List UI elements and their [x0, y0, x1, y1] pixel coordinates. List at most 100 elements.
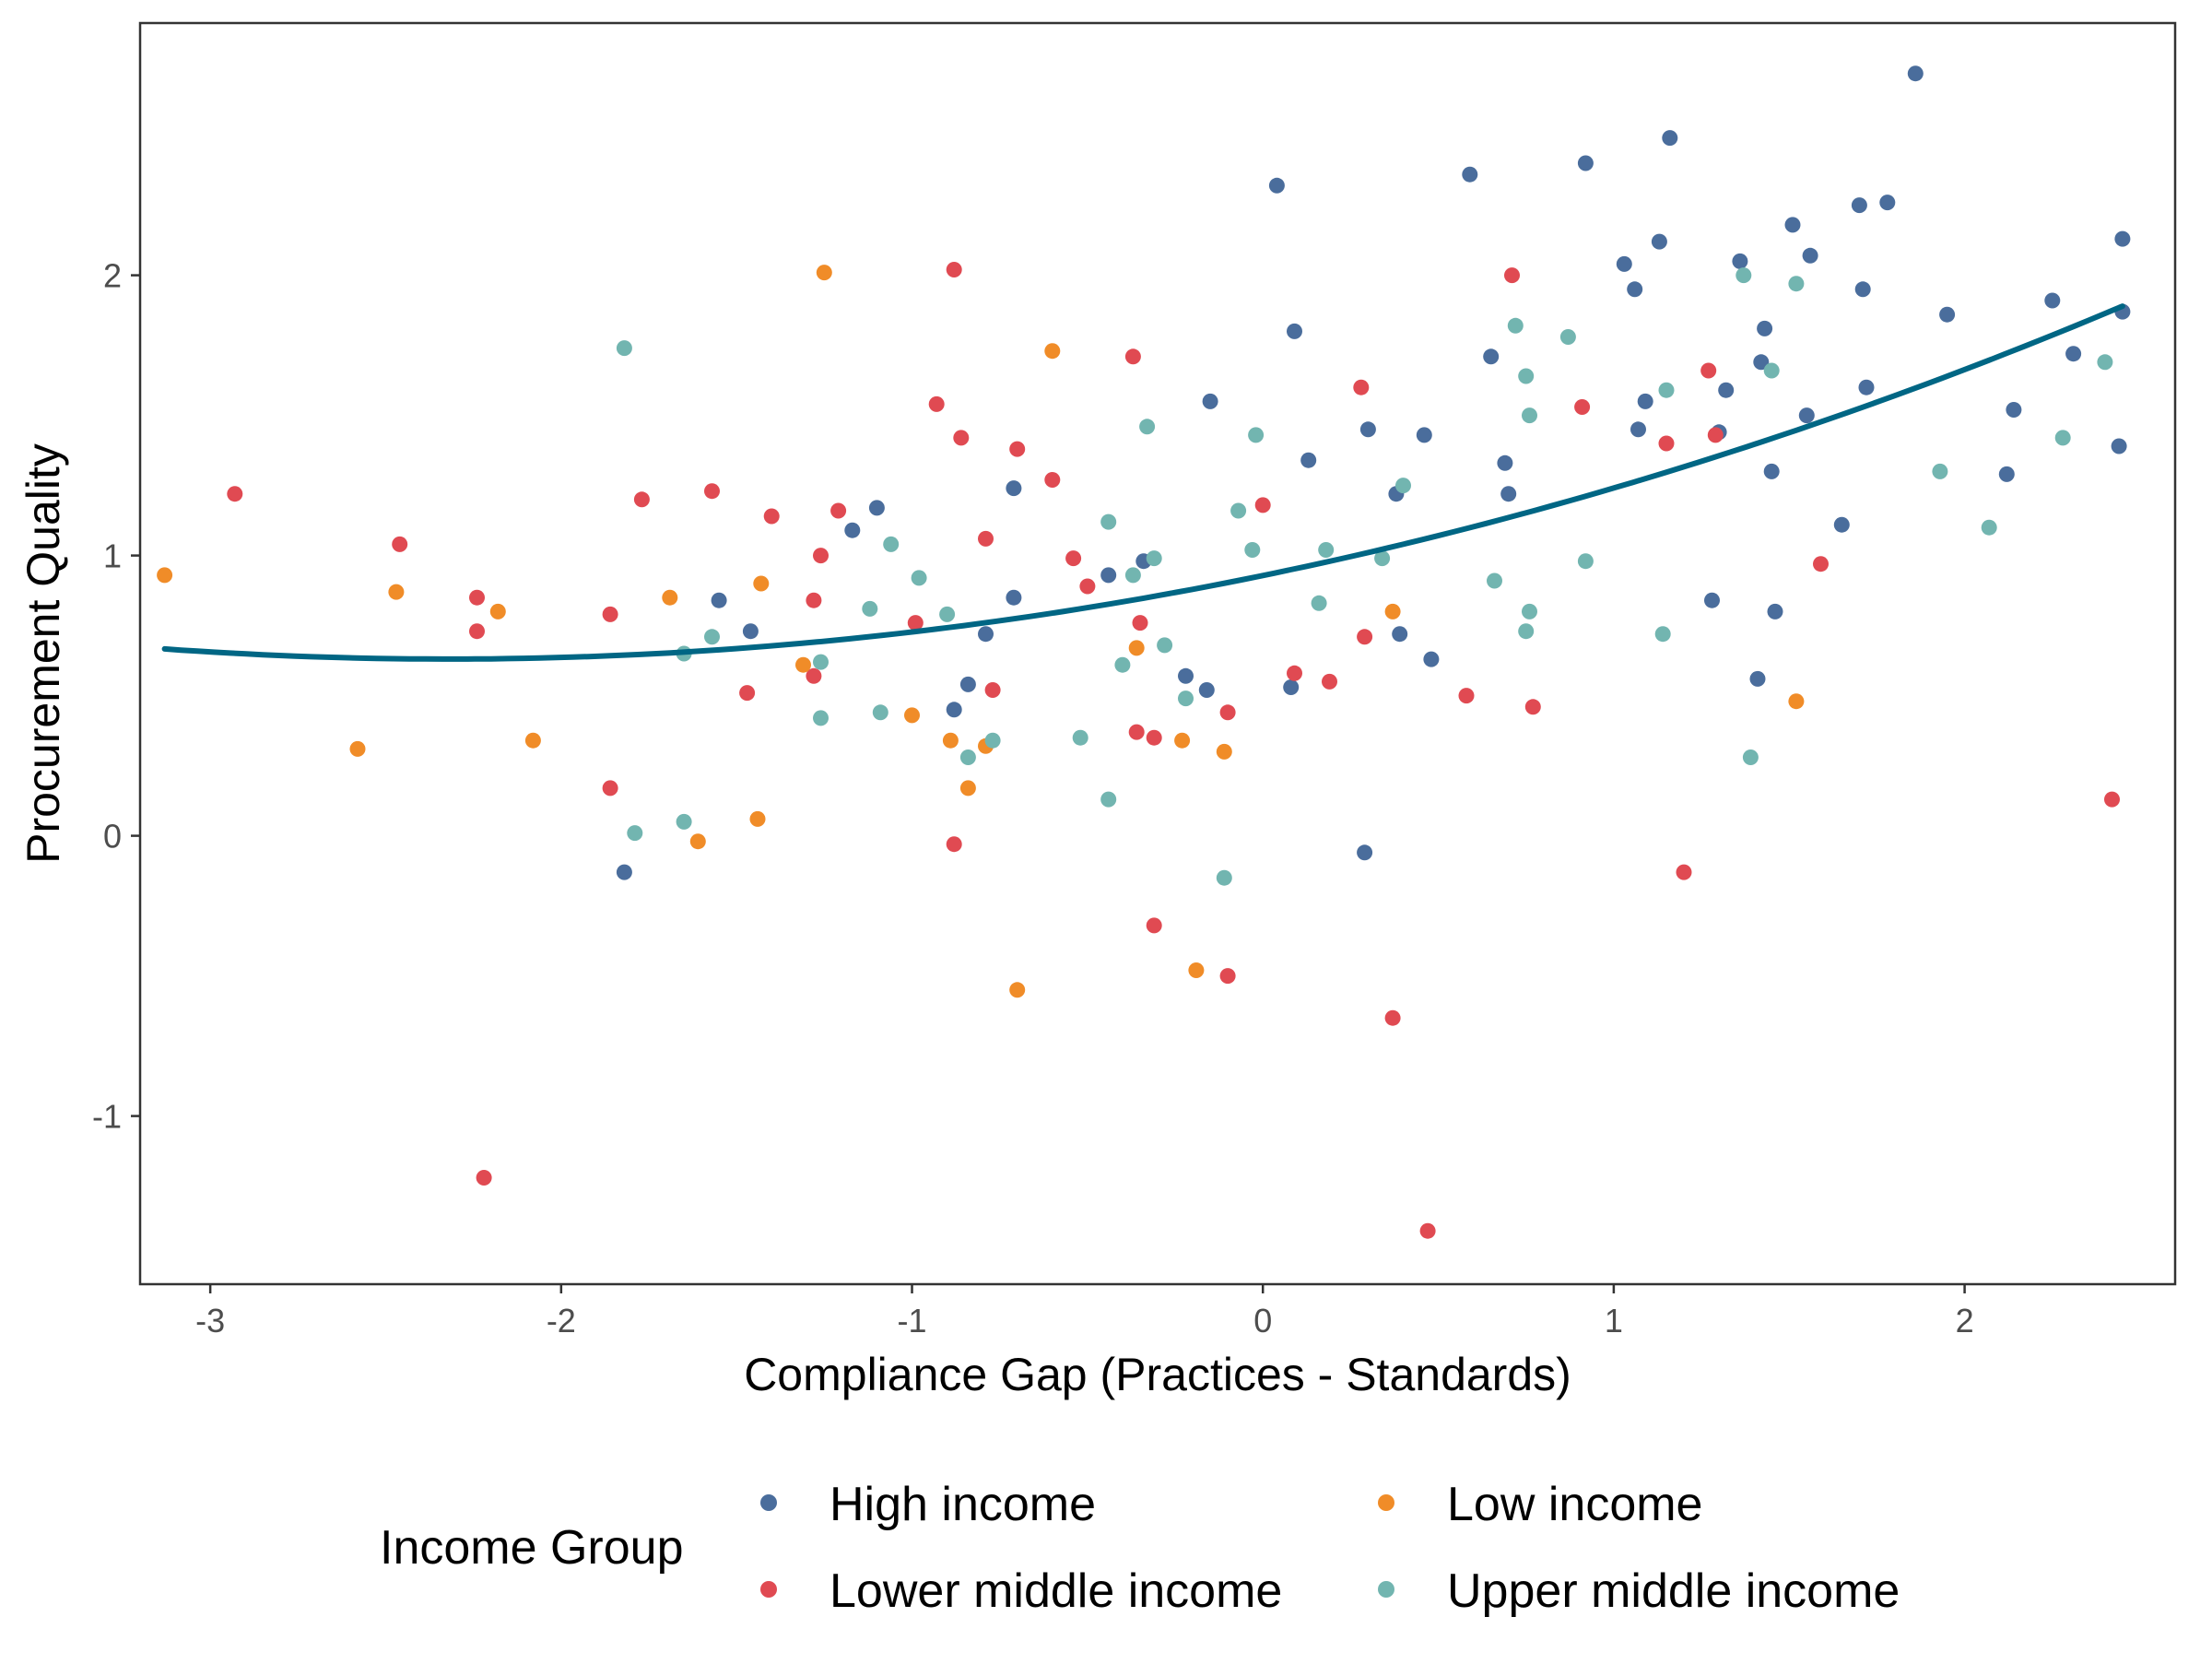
- point-lower-middle-income-40: [1419, 1222, 1436, 1239]
- point-high-income-33: [1630, 421, 1646, 438]
- point-high-income-60: [2111, 438, 2127, 454]
- point-upper-middle-income-15: [1072, 729, 1088, 746]
- point-lower-middle-income-22: [984, 682, 1001, 698]
- point-high-income-10: [1006, 480, 1022, 497]
- point-high-income-44: [1763, 463, 1780, 479]
- point-high-income-23: [1392, 626, 1408, 643]
- point-lower-middle-income-9: [704, 483, 720, 500]
- x-tick-label-1: 1: [1605, 1302, 1623, 1339]
- trend-line: [161, 303, 2125, 662]
- point-lower-middle-income-29: [1132, 615, 1148, 631]
- point-high-income-43: [1757, 320, 1773, 336]
- point-upper-middle-income-7: [813, 710, 829, 726]
- point-low-income-5: [524, 732, 541, 749]
- point-lower-middle-income-18: [946, 262, 962, 277]
- point-lower-middle-income-49: [1813, 556, 1829, 572]
- point-lower-middle-income-45: [1658, 435, 1675, 452]
- point-high-income-25: [1423, 651, 1440, 667]
- legend-key-upper-middle-income: [1378, 1581, 1394, 1598]
- point-low-income-20: [1188, 962, 1205, 978]
- point-high-income-59: [2065, 346, 2082, 362]
- legend-label-high-income: High income: [830, 1478, 1096, 1531]
- point-upper-middle-income-46: [1932, 463, 1948, 479]
- point-low-income-8: [749, 810, 766, 827]
- point-upper-middle-income-16: [1100, 513, 1117, 530]
- point-high-income-58: [2044, 292, 2061, 309]
- y-tick-label-1: 1: [103, 537, 122, 575]
- point-low-income-14: [959, 780, 976, 797]
- legend-label-lower-middle-income: Lower middle income: [830, 1564, 1282, 1618]
- legend-title: Income Group: [380, 1521, 684, 1575]
- point-lower-middle-income-1: [227, 486, 243, 502]
- x-axis: -3 -2 -1 0 1 2: [195, 1284, 1974, 1339]
- point-lower-middle-income-27: [1124, 348, 1141, 365]
- point-high-income-50: [1851, 197, 1867, 214]
- point-high-income-16: [1268, 177, 1285, 194]
- point-lower-middle-income-42: [1504, 267, 1520, 284]
- point-lower-middle-income-32: [1219, 968, 1236, 985]
- point-upper-middle-income-31: [1395, 478, 1411, 494]
- point-low-income-7: [689, 833, 706, 850]
- point-high-income-34: [1637, 393, 1653, 409]
- point-upper-middle-income-35: [1518, 623, 1535, 640]
- point-high-income-48: [1802, 247, 1818, 264]
- point-lower-middle-income-30: [1146, 729, 1162, 746]
- point-upper-middle-income-14: [984, 732, 1001, 749]
- point-upper-middle-income-19: [1124, 567, 1141, 584]
- x-tick-label-2: 2: [1956, 1302, 1974, 1339]
- legend-label-low-income: Low income: [1447, 1478, 1702, 1531]
- point-upper-middle-income-5: [704, 629, 720, 645]
- legend-key-high-income: [760, 1494, 777, 1511]
- point-lower-middle-income-21: [978, 530, 994, 547]
- point-lower-middle-income-44: [1574, 399, 1591, 415]
- point-lower-middle-income-35: [1287, 665, 1302, 681]
- point-high-income-21: [1359, 421, 1376, 438]
- point-high-income-11: [1100, 567, 1117, 584]
- point-low-income-1: [157, 567, 173, 584]
- point-lower-middle-income-41: [1458, 688, 1475, 704]
- point-upper-middle-income-1: [616, 340, 632, 357]
- point-lower-middle-income-19: [946, 836, 962, 853]
- trend-layer: [161, 303, 2125, 662]
- point-lower-middle-income-6: [602, 606, 618, 622]
- point-upper-middle-income-21: [1146, 550, 1162, 567]
- point-upper-middle-income-8: [862, 600, 878, 617]
- point-lower-middle-income-7: [602, 780, 618, 797]
- point-upper-middle-income-30: [1374, 550, 1391, 567]
- point-high-income-30: [1577, 155, 1594, 171]
- x-tick-label-3: -3: [195, 1302, 225, 1339]
- point-lower-middle-income-34: [1254, 497, 1271, 513]
- point-low-income-4: [489, 603, 506, 620]
- legend-key-low-income: [1378, 1494, 1394, 1511]
- point-high-income-15: [1202, 393, 1218, 409]
- point-high-income-46: [1784, 217, 1801, 233]
- point-high-income-52: [1858, 379, 1875, 395]
- point-lower-middle-income-11: [763, 508, 780, 525]
- point-upper-middle-income-22: [1157, 637, 1173, 654]
- legend-label-upper-middle-income: Upper middle income: [1447, 1564, 1900, 1618]
- point-upper-middle-income-39: [1577, 553, 1594, 570]
- point-high-income-42: [1753, 354, 1770, 371]
- point-lower-middle-income-37: [1353, 379, 1370, 395]
- point-lower-middle-income-14: [813, 548, 829, 564]
- point-lower-middle-income-4: [469, 623, 485, 640]
- point-upper-middle-income-29: [1318, 542, 1335, 558]
- point-high-income-37: [1704, 592, 1720, 608]
- point-upper-middle-income-23: [1178, 690, 1194, 707]
- point-low-income-23: [1788, 693, 1805, 710]
- plot-panel-border: [138, 21, 2177, 1286]
- point-high-income-53: [1879, 195, 1896, 211]
- points-layer: [157, 65, 2131, 1239]
- point-upper-middle-income-32: [1487, 572, 1502, 589]
- point-upper-middle-income-20: [1139, 419, 1156, 435]
- point-high-income-47: [1798, 407, 1815, 424]
- point-low-income-12: [904, 707, 920, 724]
- point-upper-middle-income-2: [627, 825, 643, 842]
- point-high-income-17: [1283, 679, 1300, 695]
- legend-key-lower-middle-income: [760, 1581, 777, 1598]
- x-tick-label-1: -1: [898, 1302, 927, 1339]
- point-low-income-19: [1174, 732, 1191, 749]
- point-high-income-35: [1651, 233, 1667, 250]
